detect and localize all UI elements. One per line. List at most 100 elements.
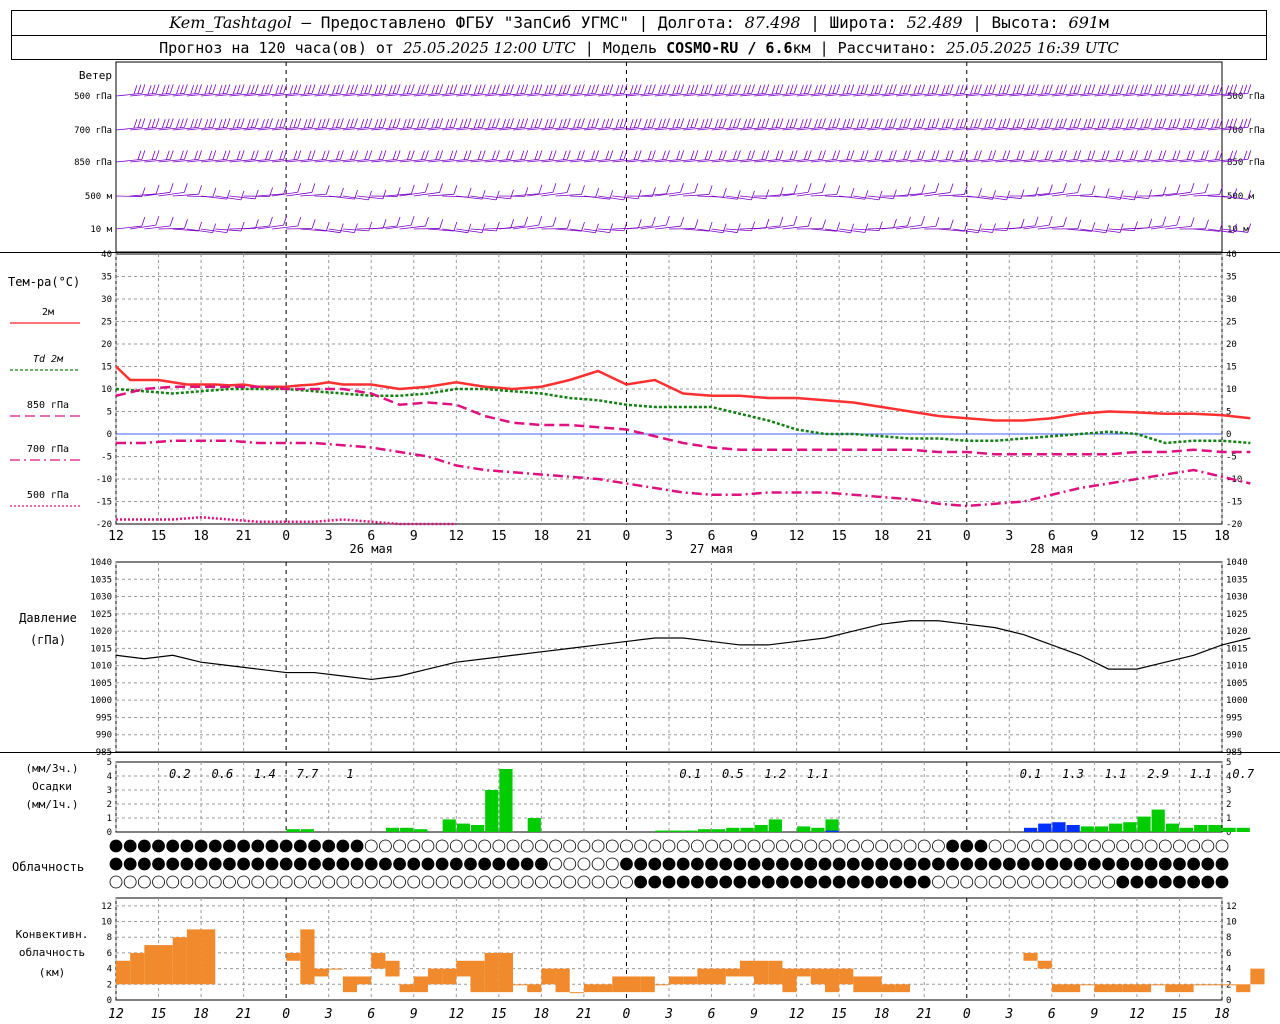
wind-barb-feather	[1158, 84, 1163, 94]
wind-barb-feather	[747, 150, 751, 160]
wind-barb-feather	[269, 84, 273, 94]
precip-total-label: 1	[346, 767, 353, 781]
conv-bar	[442, 968, 457, 985]
wind-barb-shaft	[442, 159, 469, 163]
wind-barb-shaft	[172, 159, 199, 163]
wind-barb-shaft	[569, 159, 596, 163]
wind-barb-feather	[425, 216, 429, 227]
wind-barb-feather	[1006, 84, 1011, 94]
wind-barb-shaft	[115, 93, 142, 97]
ytick-left-temp: 0	[107, 430, 112, 440]
wind-barb-feather	[133, 119, 138, 129]
wind-barb-feather	[832, 150, 837, 160]
wind-barb-shaft	[824, 127, 851, 131]
wind-barb-shaft	[172, 93, 199, 97]
conv-bar	[427, 968, 443, 985]
cloud-cover-symbol	[620, 839, 633, 853]
wind-barb-feather	[190, 85, 195, 95]
wind-barb-feather	[1233, 223, 1237, 233]
hour-label-mid: 3	[1005, 529, 1013, 544]
wind-barb-feather	[1073, 150, 1078, 160]
cloud-cover-symbol	[747, 875, 761, 889]
wind-barb-feather	[856, 85, 861, 95]
wind-barb-feather	[807, 183, 812, 193]
wind-barb-feather	[1063, 84, 1067, 94]
ytick-left-temp: 40	[101, 250, 112, 260]
wind-barb-feather	[141, 84, 146, 94]
wind-barb-feather	[765, 84, 770, 94]
wind-barb-shaft	[640, 224, 667, 230]
wind-barb-feather	[647, 150, 652, 160]
wind-barb-feather	[212, 150, 217, 160]
cloud-cover-symbol	[577, 875, 591, 889]
wind-barb-feather	[907, 150, 911, 160]
ytick-right-prec: 5	[1226, 758, 1231, 768]
header-sep-1: — Предоставлено ФГБУ "ЗапСиб УГМС" | Дол…	[291, 13, 745, 32]
panel-frame-prec	[115, 761, 1223, 833]
conv-bar	[598, 984, 613, 993]
wind-barb-feather	[927, 119, 932, 129]
wind-barb-feather	[208, 84, 213, 94]
wind-barb-shaft	[1066, 194, 1093, 197]
wind-barb-feather	[180, 150, 184, 160]
wind-barb-feather	[491, 84, 496, 94]
wind-barb-feather	[297, 118, 302, 128]
cloud-cover-symbol	[563, 875, 577, 889]
wind-barb-feather	[595, 223, 599, 233]
wind-barb-shaft	[1023, 224, 1050, 230]
conv-bar	[1179, 984, 1194, 993]
wind-barb-feather	[340, 84, 344, 94]
cloud-cover-symbol	[846, 875, 860, 889]
cloud-cover-symbol	[520, 875, 534, 889]
wind-barb-feather	[1239, 119, 1244, 129]
wind-barb-shaft	[683, 228, 710, 232]
precip-total-label: 7.7	[297, 767, 319, 781]
wind-barb-shaft	[980, 93, 1007, 97]
wind-barb-feather	[945, 84, 950, 94]
wind-barb-feather	[1225, 85, 1230, 95]
wind-level-right: 850 гПа	[1227, 158, 1265, 168]
wind-barb-feather	[765, 150, 770, 160]
hour-label-bottom: 15	[1172, 1007, 1188, 1022]
wind-barb-shaft	[357, 127, 383, 131]
ytick-right-pres: 1025	[1226, 610, 1248, 620]
wind-barb-feather	[1144, 150, 1149, 160]
wind-barb-feather	[279, 84, 284, 94]
wind-barb-feather	[382, 118, 387, 128]
wind-barb-shaft	[725, 228, 752, 232]
wind-barb-feather	[222, 84, 227, 94]
conv-bar	[186, 929, 202, 985]
wind-barb-shaft	[527, 191, 553, 197]
wind-barb-shaft	[1051, 192, 1078, 197]
wind-barb-feather	[510, 219, 515, 229]
wind-barb-shaft	[910, 159, 936, 163]
wind-barb-feather	[558, 85, 563, 95]
wind-barb-shaft	[286, 192, 312, 197]
wind-barb-shaft	[144, 127, 171, 131]
wind-barb-feather	[1041, 119, 1045, 129]
cloud-cover-symbol	[1173, 857, 1186, 871]
wind-barb-feather	[1044, 84, 1049, 94]
wind-barb-feather	[864, 84, 869, 94]
wind-barb-shaft	[1207, 228, 1234, 234]
ytick-left-prec: 1	[107, 814, 112, 824]
wind-barb-shaft	[938, 127, 965, 131]
wind-barb-feather	[1182, 119, 1187, 129]
cloud-cover-symbol	[237, 875, 251, 889]
wind-barb-feather	[708, 222, 713, 232]
wind-barb-shaft	[1151, 127, 1178, 131]
wind-barb-shaft	[172, 127, 199, 131]
wind-barb-feather	[439, 118, 444, 128]
wind-barb-feather	[1115, 84, 1120, 94]
wind-barb-feather	[803, 150, 808, 160]
wind-barb-shaft	[938, 93, 965, 97]
wind-barb-feather	[530, 85, 535, 95]
wind-barb-shaft	[612, 195, 639, 200]
wind-barb-shaft	[555, 228, 582, 232]
cloud-cover-symbol	[322, 839, 336, 853]
wind-barb-feather	[878, 150, 883, 160]
cloud-cover-symbol	[464, 875, 477, 889]
hour-label-bottom: 0	[963, 1007, 971, 1022]
wind-barb-shaft	[541, 159, 568, 163]
wind-barb-feather	[155, 150, 160, 160]
